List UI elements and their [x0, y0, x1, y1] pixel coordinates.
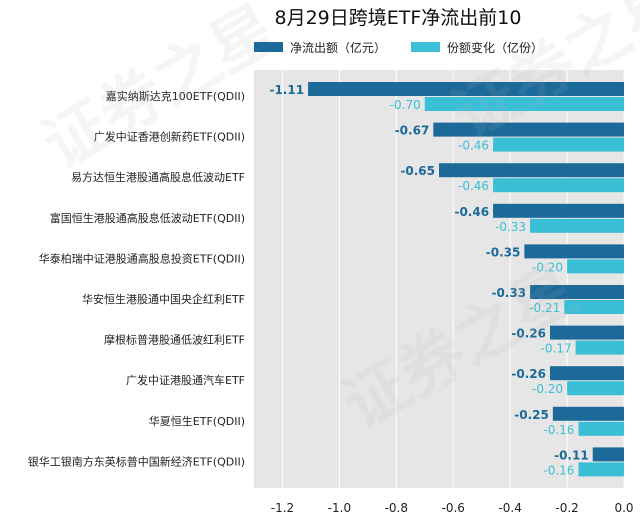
value-label-net-outflow: -0.67: [395, 124, 430, 138]
bar-share-change: [567, 259, 624, 274]
bar-share-change: [567, 381, 624, 396]
bar-net-outflow: [592, 447, 624, 462]
category-label: 富国恒生港股通高股息低波动ETF(QDII): [50, 211, 245, 225]
value-label-share-change: -0.20: [532, 260, 563, 274]
legend-label-net-outflow: 净流出额（亿元）: [290, 40, 386, 55]
value-label-net-outflow: -1.11: [269, 83, 304, 97]
bar-net-outflow: [308, 82, 624, 96]
bar-net-outflow: [524, 244, 624, 259]
bar-share-change: [575, 340, 624, 355]
category-label: 华泰柏瑞中证港股通高股息投资ETF(QDII): [39, 251, 245, 265]
value-label-share-change: -0.33: [495, 220, 526, 234]
bar-share-change: [530, 218, 624, 233]
value-label-share-change: -0.16: [543, 423, 574, 437]
category-label: 广发中证港股通汽车ETF: [126, 373, 245, 387]
bar-share-change: [493, 137, 624, 152]
bar-net-outflow: [550, 325, 624, 340]
value-label-net-outflow: -0.11: [554, 448, 589, 462]
category-label: 广发中证香港创新药ETF(QDII): [94, 130, 245, 144]
bar-net-outflow: [530, 285, 624, 299]
x-axis-ticks: -1.2 -1.0 -0.8 -0.6 -0.4 -0.2 0.0: [271, 501, 634, 515]
category-label: 银华工银南方东英标普中国新经济ETF(QDII): [28, 454, 245, 468]
x-tick-label: -0.8: [385, 501, 408, 515]
value-label-net-outflow: -0.25: [514, 408, 549, 422]
value-label-net-outflow: -0.26: [511, 367, 546, 381]
bar-share-change: [424, 97, 624, 111]
category-label: 易方达恒生港股通高股息低波动ETF: [71, 170, 245, 184]
value-label-share-change: -0.16: [543, 463, 574, 477]
category-label: 华夏恒生ETF(QDII): [149, 414, 245, 428]
legend: 净流出额（亿元） 份额变化（亿份）: [254, 40, 543, 55]
value-label-net-outflow: -0.33: [491, 286, 526, 300]
value-label-share-change: -0.17: [541, 342, 572, 356]
value-label-net-outflow: -0.65: [400, 164, 435, 178]
bar-net-outflow: [439, 163, 624, 178]
watermark-text: 证券之星: [31, 0, 290, 184]
x-tick-label: -0.6: [442, 501, 465, 515]
bar-net-outflow: [433, 122, 624, 137]
value-label-net-outflow: -0.46: [454, 205, 489, 219]
category-label: 摩根标普港股通低波红利ETF: [104, 333, 245, 347]
bar-net-outflow: [552, 406, 624, 421]
legend-label-share-change: 份额变化（亿份）: [447, 40, 543, 55]
value-label-share-change: -0.20: [532, 382, 563, 396]
x-tick-label: -0.4: [498, 501, 521, 515]
value-label-share-change: -0.70: [390, 98, 421, 112]
category-labels: 嘉实纳斯达克100ETF(QDII) 广发中证香港创新药ETF(QDII) 易方达恒…: [28, 89, 245, 468]
bar-share-change: [578, 462, 624, 477]
bar-share-change: [578, 421, 624, 436]
category-label: 嘉实纳斯达克100ETF(QDII): [106, 89, 245, 103]
x-tick-label: -1.0: [328, 501, 351, 515]
category-label: 华安恒生港股通中国央企红利ETF: [82, 292, 245, 306]
x-tick-label: -1.2: [271, 501, 294, 515]
value-labels: -1.11 -0.70 -0.67 -0.46 -0.65 -0.46 -0.46 -0.33…: [269, 83, 588, 477]
value-label-net-outflow: -0.26: [511, 327, 546, 341]
bars: [308, 82, 624, 477]
value-label-net-outflow: -0.35: [486, 245, 521, 259]
x-tick-label: 0.0: [614, 501, 633, 515]
bar-net-outflow: [493, 203, 624, 218]
legend-swatch-net-outflow: [254, 42, 283, 52]
value-label-share-change: -0.21: [529, 301, 560, 315]
legend-swatch-share-change: [411, 42, 440, 52]
bar-share-change: [564, 300, 624, 314]
value-label-share-change: -0.46: [458, 179, 489, 193]
value-label-share-change: -0.46: [458, 139, 489, 153]
bar-share-change: [493, 178, 624, 193]
chart-title: 8月29日跨境ETF净流出前10: [275, 7, 522, 29]
x-tick-label: -0.2: [555, 501, 578, 515]
bar-net-outflow: [550, 366, 624, 381]
